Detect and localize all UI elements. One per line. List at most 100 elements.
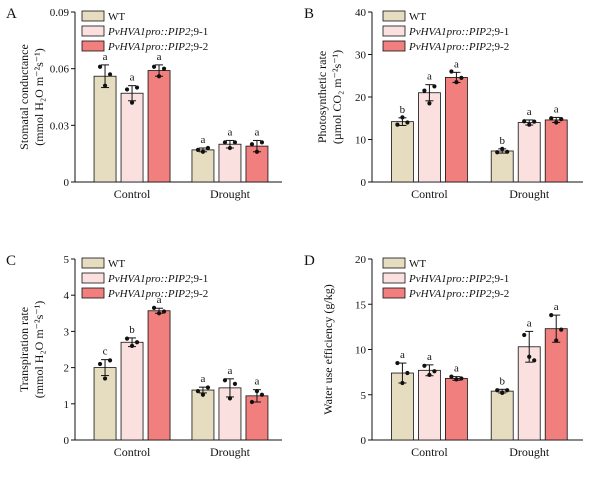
legend-label: PvHVA1pro::PIP2;9-1 <box>107 26 208 38</box>
data-point <box>532 119 537 124</box>
data-point <box>227 145 233 151</box>
data-point <box>102 83 108 88</box>
data-point <box>222 140 228 145</box>
y-axis-label: Photosynthetic rate <box>315 51 329 143</box>
y-tick-label: 0 <box>64 177 70 189</box>
legend-label: PvHVA1pro::PIP2;9-2 <box>408 41 509 53</box>
x-tick-label: Drought <box>210 187 251 201</box>
data-point <box>249 399 255 405</box>
legend-label-suffix: ;9-1 <box>491 273 509 285</box>
legend-label-suffix: ;9-2 <box>190 41 208 53</box>
x-tick-label: Control <box>411 187 448 201</box>
legend-swatch <box>81 25 105 37</box>
y-tick-label: 0 <box>361 177 367 189</box>
data-point <box>500 390 505 396</box>
legend-swatch <box>382 257 406 269</box>
data-point <box>205 385 211 390</box>
data-point <box>259 140 265 145</box>
legend-label-main: PvHVA1pro::PIP2 <box>107 41 191 53</box>
panel-b: B 0 10 20 30 40 Photosynthetic rate (µmol CO₂ m… <box>304 6 583 201</box>
data-point <box>505 388 510 393</box>
y-tick-label: 10 <box>355 345 367 357</box>
legend-label-main: WT <box>108 258 125 270</box>
significance-letter: a <box>157 294 162 306</box>
legend-swatch <box>382 287 406 299</box>
data-point <box>449 374 454 379</box>
y-tick-label: 40 <box>355 7 367 19</box>
data-point <box>151 64 157 69</box>
y-axis-label-units: (µmol CO₂ m⁻²s⁻¹) <box>330 50 344 144</box>
y-tick-label: 0.06 <box>50 64 70 76</box>
legend-label-main: WT <box>409 11 426 23</box>
data-point <box>527 354 532 359</box>
significance-letter: a <box>130 72 135 84</box>
data-point <box>97 64 103 69</box>
legend-label: WT <box>409 11 426 23</box>
y-axis-label-units: (mmol H₂O m⁻²s⁻¹) <box>32 301 46 398</box>
legend-label: PvHVA1pro::PIP2;9-1 <box>408 273 509 285</box>
significance-letter: a <box>427 71 432 83</box>
y-axis-label: Transpiration rate <box>17 307 31 392</box>
significance-letter: b <box>499 135 505 147</box>
data-point <box>395 360 400 366</box>
significance-letter: a <box>454 58 459 70</box>
legend-swatch <box>382 10 406 22</box>
data-point <box>549 313 554 318</box>
significance-letter: a <box>454 363 459 375</box>
data-point <box>151 305 157 310</box>
significance-letter: a <box>527 106 532 118</box>
y-tick-label: 0 <box>64 435 70 447</box>
legend-label-suffix: ;9-2 <box>491 288 509 300</box>
legend-label-main: PvHVA1pro::PIP2 <box>107 288 191 300</box>
legend-label: PvHVA1pro::PIP2;9-1 <box>107 273 208 285</box>
bar <box>445 378 468 441</box>
panel-letter: D <box>304 253 315 269</box>
data-point <box>107 358 113 363</box>
bar <box>418 92 441 183</box>
x-tick-label: Drought <box>509 445 550 459</box>
data-point <box>124 336 130 341</box>
y-tick-label: 0.09 <box>50 7 70 19</box>
data-point <box>400 115 405 120</box>
y-axis-label: Water use efficiency (g/kg) <box>321 284 335 414</box>
legend-swatch <box>81 40 105 52</box>
legend-label-suffix: ;9-1 <box>190 273 208 285</box>
data-point <box>124 87 130 92</box>
data-point <box>405 120 410 125</box>
legend-label-suffix: ;9-1 <box>491 26 509 38</box>
legend-label: PvHVA1pro::PIP2;9-2 <box>107 288 208 300</box>
legend-label: WT <box>108 258 125 270</box>
data-point <box>559 117 564 122</box>
y-axis-label: Stomatal conductance <box>17 44 31 150</box>
bar <box>391 121 414 183</box>
data-point <box>227 396 233 401</box>
bar <box>517 122 541 183</box>
y-tick-label: 30 <box>355 50 367 62</box>
data-point <box>200 149 206 154</box>
y-tick-label: 20 <box>355 254 367 266</box>
data-point <box>522 119 527 124</box>
data-point <box>156 74 162 79</box>
data-point <box>161 309 167 314</box>
significance-letter: a <box>157 51 162 63</box>
bar <box>93 75 117 183</box>
data-point <box>395 122 400 127</box>
legend-swatch <box>382 40 406 52</box>
x-tick-label: Drought <box>509 187 550 201</box>
bar <box>147 70 171 183</box>
data-point <box>422 363 427 368</box>
x-tick-label: Control <box>411 445 448 459</box>
bar <box>120 92 144 183</box>
significance-letter: a <box>201 134 206 146</box>
data-point <box>554 338 559 343</box>
data-point <box>254 149 260 154</box>
bar <box>191 149 215 183</box>
significance-letter: a <box>201 373 206 385</box>
y-tick-label: 20 <box>355 92 367 104</box>
significance-letter: a <box>255 376 260 388</box>
bar <box>544 328 568 441</box>
y-axis-label-units: (mmol H₂O m⁻²s⁻¹) <box>32 48 46 145</box>
data-point <box>249 142 255 147</box>
